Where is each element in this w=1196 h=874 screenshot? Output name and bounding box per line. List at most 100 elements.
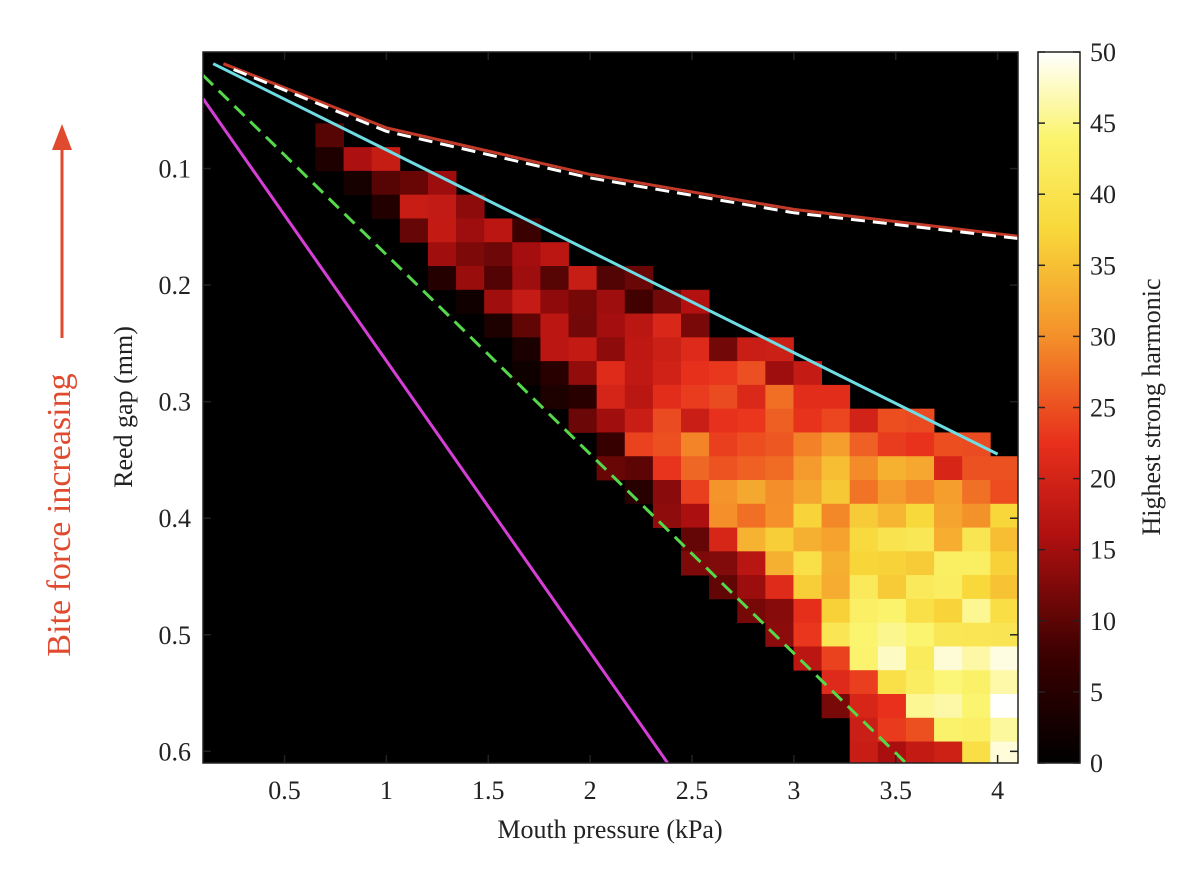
colorbar-tick-label: 40 xyxy=(1090,180,1116,209)
heatmap-cell xyxy=(962,456,991,481)
x-tick-label: 1 xyxy=(380,776,393,805)
heatmap-cell xyxy=(709,384,738,410)
heatmap-cell xyxy=(456,194,485,219)
heatmap-cell xyxy=(849,503,879,528)
heatmap-cell xyxy=(624,456,654,481)
heatmap-cell xyxy=(934,575,963,600)
heatmap-cell xyxy=(540,313,569,338)
heatmap-cell xyxy=(596,313,626,338)
heatmap-cell xyxy=(793,408,822,433)
y-axis-label: Reed gap (mm) xyxy=(109,326,138,488)
heatmap-cell xyxy=(596,432,626,457)
heatmap-cell xyxy=(849,598,879,624)
heatmap-cell xyxy=(934,717,963,742)
colorbar-tick-label: 50 xyxy=(1090,38,1116,67)
heatmap-cell xyxy=(849,551,879,576)
heatmap-cell xyxy=(484,242,513,267)
heatmap-cell xyxy=(962,646,991,671)
heatmap-cell xyxy=(681,503,710,528)
heatmap-cell xyxy=(793,432,822,457)
line-cyan-solid xyxy=(212,62,999,456)
heatmap-cell xyxy=(652,503,682,528)
heatmap-cell xyxy=(681,384,710,410)
heatmap-cell xyxy=(821,646,851,671)
heatmap-cell xyxy=(877,598,907,624)
heatmap-cells xyxy=(315,123,1018,763)
heatmap-cell xyxy=(765,432,794,457)
heatmap-cell xyxy=(737,575,766,600)
heatmap-cell xyxy=(905,670,935,695)
heatmap-cell xyxy=(512,289,541,314)
heatmap-cell xyxy=(596,384,626,410)
heatmap-cell xyxy=(568,289,598,314)
heatmap-cell xyxy=(737,527,766,552)
heatmap-cell xyxy=(990,646,1018,671)
heatmap-cell xyxy=(512,242,541,267)
heatmap-cell xyxy=(849,741,879,763)
heatmap-cell xyxy=(652,313,682,338)
heatmap-cell xyxy=(877,575,907,600)
heatmap-cell xyxy=(596,266,626,291)
heatmap-cell xyxy=(737,361,766,386)
heatmap-cell xyxy=(877,670,907,695)
heatmap-cell xyxy=(765,503,794,528)
heatmap-cell xyxy=(905,694,935,719)
heatmap-cell xyxy=(821,527,851,552)
heatmap-cell xyxy=(793,598,822,624)
heatmap-cell xyxy=(905,480,935,505)
heatmap-cell xyxy=(877,480,907,505)
heatmap-cell xyxy=(765,551,794,576)
heatmap-cell xyxy=(343,147,373,172)
x-axis-ticks: 0.5 1 1.5 2 2.5 3 3.5 4 xyxy=(268,52,1004,805)
heatmap-cell xyxy=(456,218,485,243)
heatmap-cell xyxy=(596,408,626,433)
heatmap-cell xyxy=(624,384,654,410)
heatmap-cell xyxy=(821,694,851,719)
heatmap-cell xyxy=(765,480,794,505)
heatmap-cell xyxy=(652,432,682,457)
heatmap-cell xyxy=(962,575,991,600)
heatmap-cell xyxy=(990,551,1018,576)
heatmap-cell xyxy=(681,313,710,338)
heatmap-cell xyxy=(821,622,851,647)
heatmap-cell xyxy=(905,598,935,624)
heatmap-cell xyxy=(877,503,907,528)
heatmap-cell xyxy=(793,622,822,647)
x-tick-label: 2.5 xyxy=(676,776,709,805)
heatmap-cell xyxy=(652,456,682,481)
heatmap-cell xyxy=(484,266,513,291)
heatmap-cell xyxy=(427,242,457,267)
heatmap-cell xyxy=(793,527,822,552)
y-tick-label: 0.3 xyxy=(159,388,192,417)
heatmap-cell xyxy=(399,170,429,196)
heatmap-cell xyxy=(427,266,457,291)
heatmap-cell xyxy=(427,218,457,243)
heatmap-cell xyxy=(821,480,851,505)
heatmap-cell xyxy=(934,551,963,576)
heatmap-cell xyxy=(484,313,513,338)
heatmap-cell xyxy=(399,194,429,219)
heatmap-cell xyxy=(568,384,598,410)
heatmap-cell xyxy=(990,598,1018,624)
heatmap-cell xyxy=(624,337,654,362)
heatmap-cell xyxy=(456,289,485,314)
bite-force-annotation: Bite force increasing xyxy=(41,124,78,657)
heatmap-cell xyxy=(484,218,513,243)
heatmap-cell xyxy=(934,456,963,481)
heatmap-cell xyxy=(371,170,401,196)
heatmap-cell xyxy=(793,384,822,410)
colorbar-tick-label: 10 xyxy=(1090,607,1116,636)
heatmap-cell xyxy=(905,432,935,457)
heatmap-cell xyxy=(962,717,991,742)
heatmap-cell xyxy=(624,361,654,386)
x-tick-label: 4 xyxy=(991,776,1004,805)
heatmap-cell xyxy=(934,646,963,671)
x-tick-label: 0.5 xyxy=(268,776,301,805)
heatmap-cell xyxy=(905,456,935,481)
heatmap-cell xyxy=(681,408,710,433)
heatmap-cell xyxy=(652,361,682,386)
heatmap-cell xyxy=(962,551,991,576)
plot-frame xyxy=(202,51,1019,764)
heatmap-cell xyxy=(765,527,794,552)
heatmap-cell xyxy=(624,432,654,457)
